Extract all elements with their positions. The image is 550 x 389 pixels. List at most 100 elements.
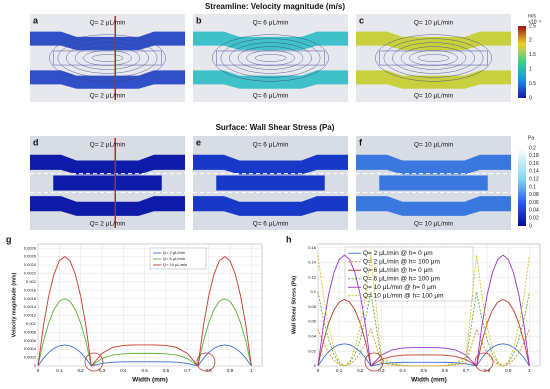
x-axis-label: Width (mm) bbox=[132, 377, 168, 384]
streamline bbox=[417, 54, 450, 62]
panel-letter: d bbox=[33, 137, 39, 147]
colorbar-unit: Pa bbox=[528, 135, 534, 141]
x-tick-label: 0.5 bbox=[142, 368, 149, 373]
streamline bbox=[57, 38, 158, 78]
flow-label: Q= 10 μL/min bbox=[414, 221, 454, 228]
highlight-circle bbox=[364, 352, 384, 372]
flow-label: Q= 6 μL/min bbox=[253, 142, 289, 149]
legend-label: Q= 2 μL/min bbox=[163, 250, 185, 255]
y-tick-label: 0.16 bbox=[308, 245, 317, 250]
channel bbox=[356, 196, 511, 216]
x-tick-label: 0.7 bbox=[184, 368, 191, 373]
x-tick-label: 0.7 bbox=[463, 368, 470, 373]
channel bbox=[356, 154, 511, 175]
y-tick-label: 0 bbox=[34, 363, 37, 368]
panel-letter: f bbox=[359, 137, 363, 147]
flow-label: Q= 2 μL/min bbox=[90, 20, 126, 27]
flow-label: Q= 6 μL/min bbox=[253, 221, 289, 228]
x-tick-label: 0.9 bbox=[505, 368, 512, 373]
y-tick-label: 0 bbox=[314, 363, 317, 368]
y-tick-label: 0.12 bbox=[308, 274, 317, 279]
colorbar-tick: 0.06 bbox=[529, 200, 539, 206]
highlight-circle bbox=[84, 352, 104, 372]
colorbar-tick: 0 bbox=[529, 223, 532, 229]
channel bbox=[356, 70, 511, 89]
x-tick-label: 0.3 bbox=[99, 368, 106, 373]
y-axis-label: Velocity magnitude (m/s) bbox=[11, 272, 17, 337]
y-tick-label: 0.0012 bbox=[24, 313, 37, 318]
sim-panel: d Q= 2 μL/min Q= 2 μL/min bbox=[30, 136, 185, 230]
series-line bbox=[317, 254, 530, 367]
sim-panel: b Q= 6 μL/min Q= 6 μL/min bbox=[193, 14, 348, 102]
x-axis-label: Width (mm) bbox=[411, 377, 447, 384]
x-tick-label: 0 bbox=[37, 368, 40, 373]
colorbar-tick: 0.1 bbox=[529, 184, 536, 190]
streamline bbox=[246, 50, 295, 66]
flow-label: Q= 2 μL/min bbox=[90, 93, 126, 100]
colorbar: Pa 0.2 0.18 0.16 0.14 0.120.1 0.08 0.06 0.04 0.02… bbox=[518, 135, 539, 229]
x-tick-label: 1 bbox=[250, 368, 253, 373]
channel bbox=[30, 154, 185, 175]
annotations bbox=[84, 352, 494, 372]
legend-label: Q= 10 μL/min bbox=[163, 262, 187, 267]
sim-panel: f Q= 10 μL/min Q= 10 μL/min bbox=[356, 136, 511, 230]
panel-letter: b bbox=[196, 15, 202, 25]
series-line bbox=[37, 344, 252, 367]
legend-label: Q= 10 μL/min @ h= 100 μm bbox=[363, 292, 444, 299]
streamline bbox=[91, 54, 124, 62]
colorbar-tick: 0.18 bbox=[529, 153, 539, 159]
streamline bbox=[66, 42, 149, 74]
channel bbox=[193, 154, 348, 175]
x-tick-label: 0.2 bbox=[357, 368, 364, 373]
x-tick-label: 0.2 bbox=[78, 368, 85, 373]
series-line bbox=[317, 343, 530, 367]
chamber bbox=[379, 175, 488, 191]
chamber bbox=[53, 50, 162, 66]
flow-label: Q= 6 μL/min bbox=[253, 20, 289, 27]
colorbar-exponent: ×10⁻³ bbox=[528, 19, 541, 25]
colorbar-scale bbox=[518, 26, 526, 98]
x-tick-label: 0.5 bbox=[421, 368, 428, 373]
x-tick-label: 0.4 bbox=[399, 368, 406, 373]
streamline bbox=[237, 46, 304, 70]
x-tick-label: 0.1 bbox=[56, 368, 63, 373]
colorbar-tick: 1.5 bbox=[529, 52, 536, 58]
y-tick-label: 0.001 bbox=[26, 321, 37, 326]
x-tick-label: 0.1 bbox=[336, 368, 343, 373]
legend-label: Q= 10 μL/min @ h= 0 μm bbox=[363, 284, 436, 291]
legend-box bbox=[149, 247, 207, 270]
flow-label: Q= 10 μL/min bbox=[414, 142, 454, 149]
streamline bbox=[409, 50, 458, 66]
chamber bbox=[379, 50, 488, 66]
chamber bbox=[53, 175, 162, 191]
streamline bbox=[392, 42, 475, 74]
colorbar-tick: 2.5 bbox=[529, 23, 536, 29]
sim-panel: a Q= 2 μL/min Q= 2 μL/min bbox=[30, 14, 185, 102]
panel-letter: h bbox=[286, 234, 292, 244]
y-tick-label: 0.0002 bbox=[24, 355, 37, 360]
sim-panel: c Q= 10 μL/min Q= 10 μL/min bbox=[356, 14, 511, 102]
series-line bbox=[37, 256, 252, 368]
legend-label: Q= 2 μL/min @ h= 0 μm bbox=[363, 250, 433, 257]
y-tick-label: 0.04 bbox=[308, 333, 317, 338]
y-tick-label: 0.0008 bbox=[24, 329, 37, 334]
panel-letter: g bbox=[6, 234, 12, 244]
streamline bbox=[254, 54, 287, 62]
y-axis-label: Wall Shear Stress (Pa) bbox=[291, 276, 297, 334]
colorbar: m/s×10⁻³2.5 2 1.5 1 0.5 0 bbox=[518, 13, 541, 101]
row-title: Streamline: Velocity magnitude (m/s) bbox=[205, 2, 345, 11]
y-tick-label: 0.0016 bbox=[24, 296, 37, 301]
colorbar-unit: m/s bbox=[528, 13, 537, 19]
legend-label: Q= 6 μL/min @ h= 100 μm bbox=[363, 275, 440, 282]
y-tick-label: 0.0022 bbox=[24, 271, 37, 276]
highlight-circle bbox=[196, 352, 216, 372]
chamber bbox=[216, 50, 325, 66]
channel bbox=[193, 196, 348, 216]
y-tick-label: 0.0018 bbox=[24, 287, 37, 292]
y-tick-label: 0.1 bbox=[310, 289, 316, 294]
channel bbox=[193, 31, 348, 51]
channel bbox=[193, 70, 348, 89]
series-line bbox=[317, 255, 530, 367]
x-tick-label: 0.4 bbox=[120, 368, 127, 373]
